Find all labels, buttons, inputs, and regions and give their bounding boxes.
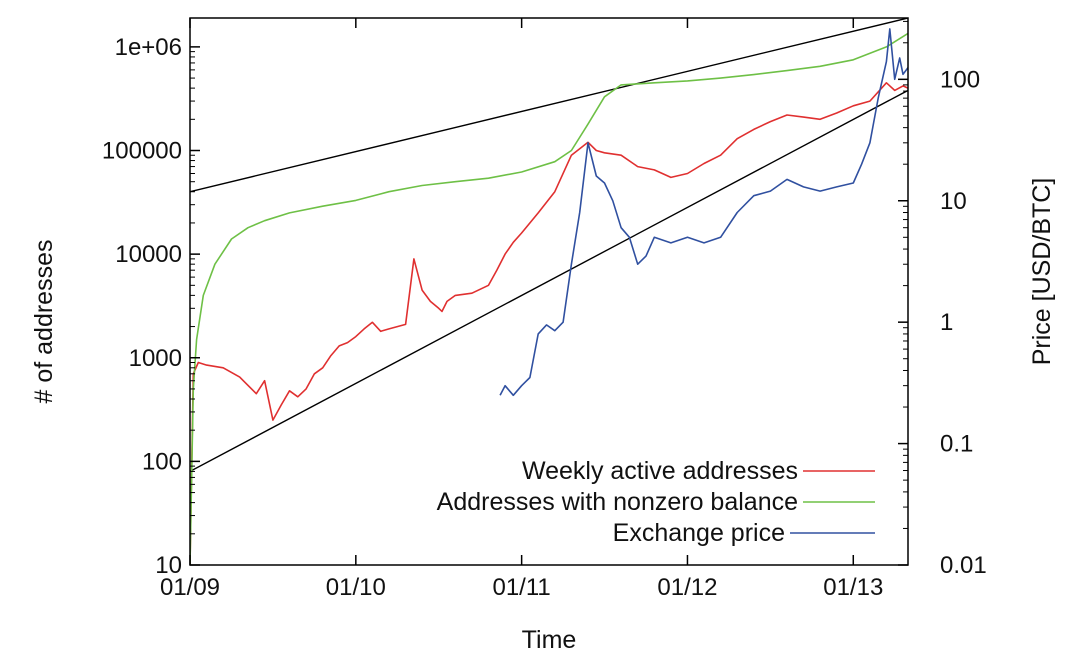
- x-tick-label: 01/09: [160, 574, 220, 601]
- x-tick-label: 01/10: [326, 574, 386, 601]
- x-axis-title: Time: [522, 626, 577, 654]
- legend-label-nonzero-balance: Addresses with nonzero balance: [437, 488, 798, 516]
- series-line-addresses-with-nonzero-balance: [190, 32, 908, 565]
- plot-frame: [189, 17, 909, 566]
- y-right-tick-label: 100: [940, 66, 980, 93]
- y-left-tick-label: 100000: [102, 138, 182, 165]
- x-tick-label: 01/12: [657, 574, 717, 601]
- y-right-tick-label: 1: [940, 309, 953, 336]
- y-left-tick-label: 100: [142, 448, 182, 475]
- y-axis-title-right: Price [USD/BTC]: [1028, 178, 1056, 366]
- x-tick-label: 01/11: [492, 574, 550, 601]
- trend-line-lower: [190, 89, 908, 473]
- y-left-tick-label: 10: [155, 552, 182, 579]
- legend-label-weekly-active: Weekly active addresses: [522, 457, 798, 485]
- y-right-tick-label: 0.1: [940, 431, 973, 458]
- y-left-tick-label: 10000: [115, 241, 182, 268]
- y-axis-title-left: # of addresses: [30, 240, 58, 404]
- legend: Weekly active addresses Addresses with n…: [437, 457, 875, 547]
- y-left-tick-label: 1e+06: [115, 34, 182, 61]
- y-left-tick-label: 1000: [129, 345, 182, 372]
- legend-label-exchange-price: Exchange price: [613, 519, 785, 547]
- x-tick-label: 01/13: [823, 574, 883, 601]
- series-line-weekly-active-addresses: [190, 82, 908, 565]
- y-right-tick-label: 0.01: [940, 552, 987, 579]
- y-right-tick-label: 10: [940, 188, 967, 215]
- series-line-exchange-price: [499, 28, 908, 397]
- trend-line-upper: [190, 18, 908, 193]
